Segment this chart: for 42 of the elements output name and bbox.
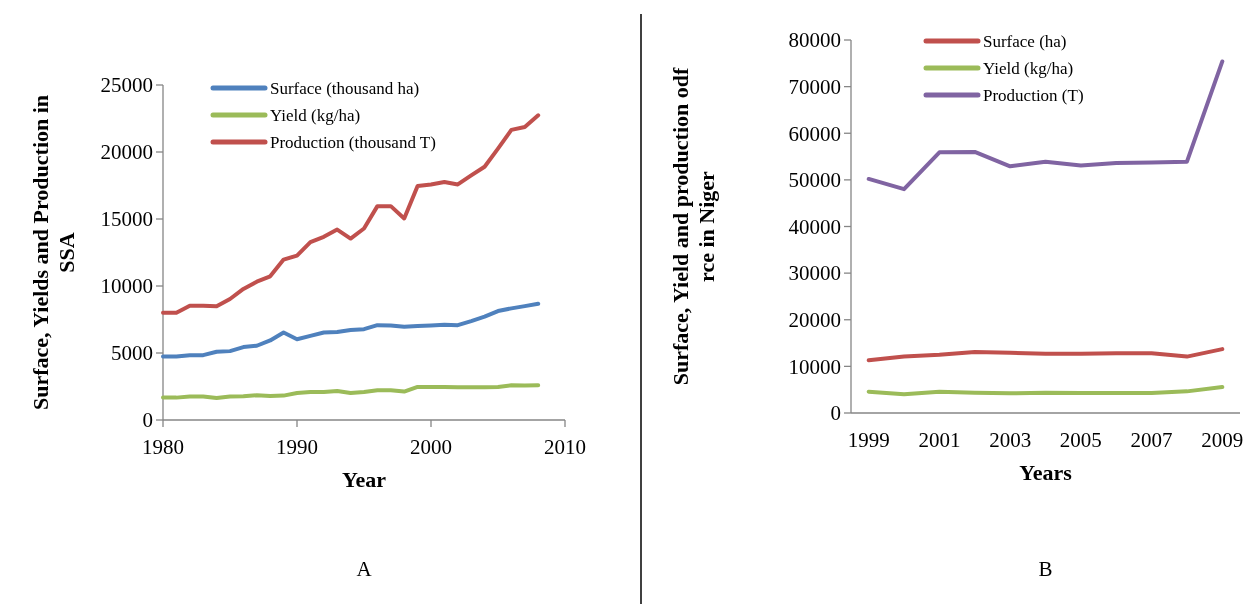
line-series: [161, 301, 541, 359]
x-tick-label: 1990: [276, 435, 318, 459]
legend-label: Surface (thousand ha): [270, 78, 420, 98]
y-tick-label: 10000: [100, 274, 153, 299]
y-tick-label: 50000: [788, 168, 841, 193]
y-tick-label: 25000: [100, 73, 153, 98]
legend-label: Yield (kg/ha): [983, 58, 1074, 78]
x-tick-label: 2001: [918, 428, 961, 452]
y-tick-label: 0: [830, 401, 841, 426]
x-tick-label: 2007: [1130, 428, 1173, 452]
x-tick-label: 2010: [544, 435, 586, 459]
y-tick-label: 5000: [111, 341, 153, 366]
x-axis-title: Years: [1019, 460, 1073, 485]
y-tick-label: 15000: [100, 207, 153, 232]
text: A: [356, 557, 373, 581]
x-tick-label: 1980: [142, 435, 184, 459]
y-tick-label: 80000: [788, 28, 841, 53]
line-series: [866, 385, 1225, 397]
legend-label: Production (thousand T): [270, 132, 436, 152]
x-tick-label: 2005: [1059, 428, 1102, 452]
y-tick-label: 30000: [788, 261, 841, 286]
legend-label: Surface (ha): [983, 31, 1067, 51]
line-series: [866, 59, 1225, 192]
y-tick-label: 20000: [100, 140, 153, 165]
x-tick-label: 1999: [847, 428, 890, 452]
x-tick-label: 2000: [410, 435, 452, 459]
line-series: [161, 383, 541, 400]
legend-label: Yield (kg/ha): [270, 105, 361, 125]
text: B: [1038, 557, 1053, 581]
y-axis-title: Surface, Yield and production odf rce in Niger: [668, 67, 719, 386]
y-tick-label: 20000: [788, 308, 841, 333]
y-tick-label: 10000: [788, 354, 841, 379]
legend-label: Production (T): [983, 85, 1084, 105]
y-tick-label: 40000: [788, 214, 841, 239]
x-axis-title: Year: [342, 467, 387, 492]
y-tick-label: 0: [142, 408, 153, 433]
line-series: [866, 347, 1225, 363]
x-tick-label: 2003: [989, 428, 1032, 452]
x-tick-label: 2009: [1201, 428, 1244, 452]
y-tick-label: 70000: [788, 74, 841, 99]
y-axis-title: Surface, Yields and Production in SSA: [28, 94, 79, 411]
y-tick-label: 60000: [788, 121, 841, 146]
